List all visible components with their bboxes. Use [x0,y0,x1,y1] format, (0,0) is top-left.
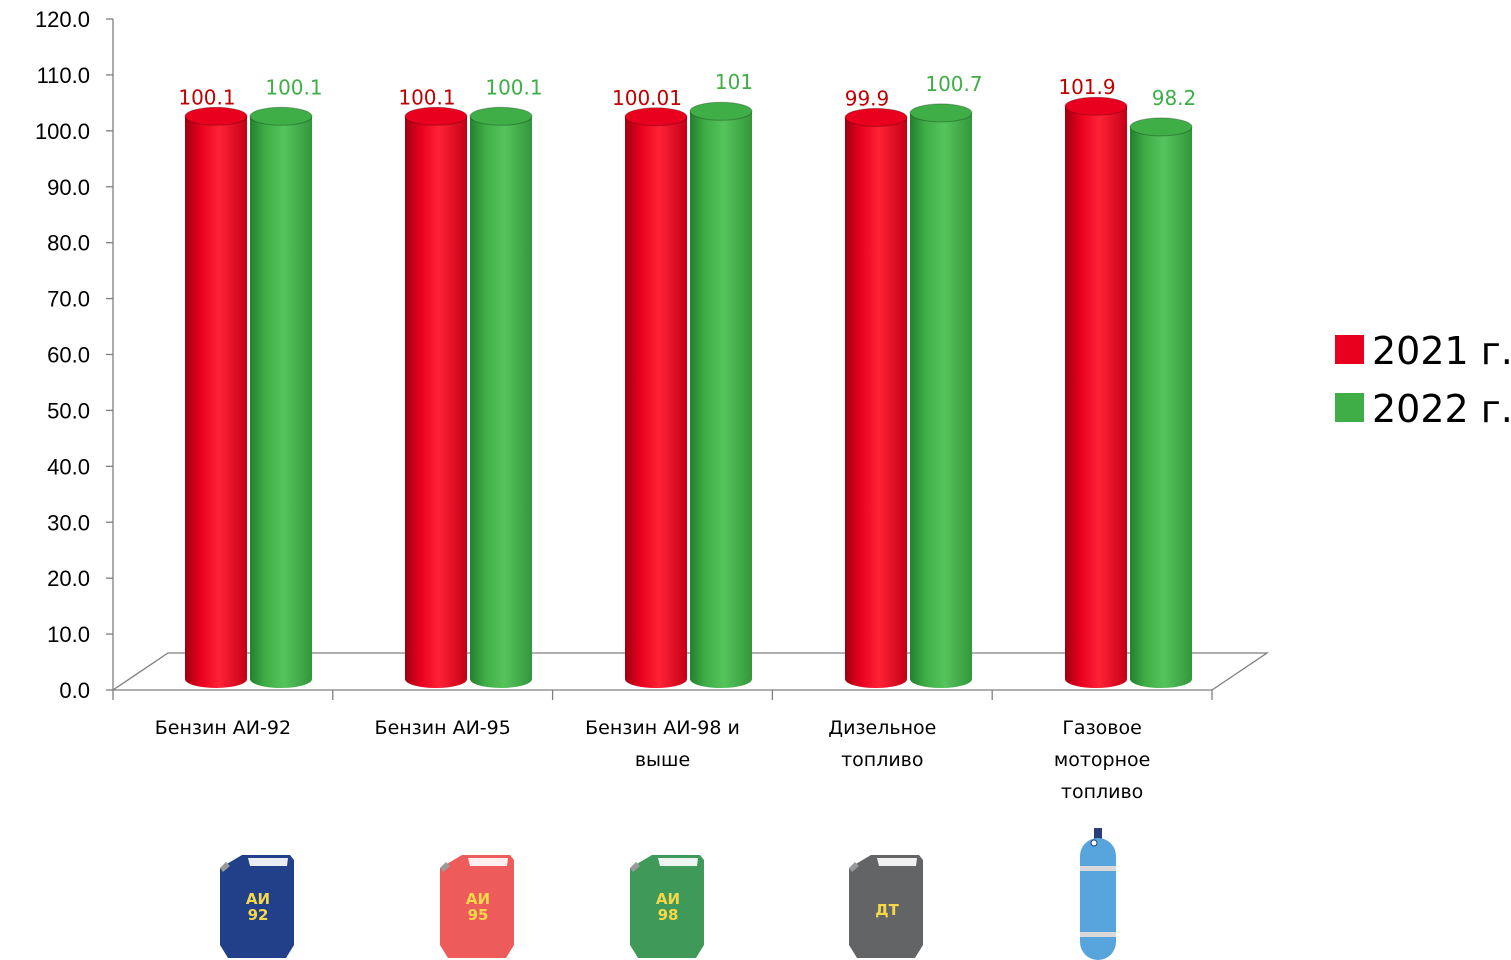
bar-2021-3 [845,117,907,688]
bar-2022-0 [250,116,312,688]
data-label: 101.9 [1058,75,1115,99]
y-tick-label: 100.0 [35,119,90,144]
canister-handle [248,858,288,866]
canister-handle [468,858,508,866]
canister-body [849,855,923,958]
fuel-canister-ai95-icon: АИ 95 [440,855,514,958]
data-label: 99.9 [845,86,890,110]
chart-floor [110,652,1270,691]
bar-top-cap [184,106,248,126]
legend-swatch-0 [1335,335,1364,364]
y-tick-label: 10.0 [47,622,90,647]
axes: 0.0 10.0 20.0 30.0 40.0 50.0 60.0 70.0 80.0 90.0 1… [35,7,1270,803]
data-label: 100.1 [178,85,235,109]
x-category-label: Бензин АИ-92 [155,717,291,739]
bar-top-cap [1064,96,1128,116]
canister-body [440,855,514,958]
y-tick-label: 90.0 [47,175,90,200]
data-label: 100.1 [265,75,322,99]
canister-label: ДТ [875,901,899,919]
canister-spout [849,862,859,872]
canister-label: АИ 92 [246,890,270,924]
canister-spout [630,862,640,872]
legend: 2021 г. 2022 г. [1335,329,1511,431]
x-category-label: Газовое моторное топливо [1054,717,1150,803]
bar-2022-4 [1130,126,1192,689]
data-label: 100.01 [612,86,682,110]
canister-body [220,855,294,958]
bar-2021-0 [185,116,247,688]
y-tick-label: 20.0 [47,566,90,591]
y-tick-label: 70.0 [47,287,90,312]
cylinder-body [1080,838,1116,960]
gas-cylinder-icon [1080,828,1116,960]
canister-label: АИ 95 [466,890,490,924]
y-tick-label: 50.0 [47,398,90,423]
canister-handle [658,858,698,866]
y-tick-label: 110.0 [37,63,90,88]
fuel-canister-ai92-icon: АИ 92 [220,855,294,958]
fuel-canister-ai98-icon: АИ 98 [630,855,704,958]
bar-2022-3 [910,112,972,688]
canister-spout [440,862,450,872]
y-tick-label: 80.0 [47,231,90,256]
data-labels: 100.1 100.1 100.01 99.9 101.9 100.1 100.1 101 10… [178,70,1196,110]
bar-top-cap [1129,117,1193,137]
cylinder-band [1080,866,1116,871]
bar-top-cap [624,107,688,127]
bar-2022-1 [470,116,532,688]
bar-2022-2 [690,111,752,688]
cylinder-gauge [1090,839,1098,847]
fuel-canister-diesel-icon: ДТ [849,855,923,958]
canister-spout [220,862,230,872]
bar-top-cap [404,106,468,126]
y-tick-label: 30.0 [47,510,90,535]
bar-top-cap [469,106,533,126]
y-tick-label: 120.0 [35,7,90,32]
bar-2021-4 [1065,106,1127,688]
y-tick-label: 60.0 [47,343,90,368]
legend-label-1: 2022 г. [1372,387,1511,431]
bar-2021-2 [625,116,687,689]
cylinder-valve [1094,828,1102,840]
bars [184,96,1193,689]
data-label: 101 [715,70,753,94]
cylinder-band [1080,932,1116,937]
legend-label-0: 2021 г. [1372,329,1511,373]
fuel-icons: АИ 92 АИ 95 АИ 98 ДТ [220,828,1116,960]
x-category-label: Дизельное топливо [828,717,936,771]
data-label: 100.1 [485,75,542,99]
data-label: 100.1 [398,85,455,109]
bar-top-cap [909,103,973,123]
y-tick-label: 40.0 [47,454,90,479]
bar-top-cap [844,107,908,127]
canister-handle [877,858,917,866]
canister-label: АИ 98 [656,890,680,924]
y-tick-label: 0.0 [59,678,90,703]
canister-body [630,855,704,958]
legend-swatch-1 [1335,393,1364,422]
bar-top-cap [689,101,753,121]
x-category-label: Бензин АИ-98 и выше [585,717,740,771]
data-label: 98.2 [1152,86,1197,110]
bar-2021-1 [405,116,467,688]
data-label: 100.7 [925,72,982,96]
x-category-label: Бензин АИ-95 [375,717,511,739]
bar-top-cap [249,106,313,126]
